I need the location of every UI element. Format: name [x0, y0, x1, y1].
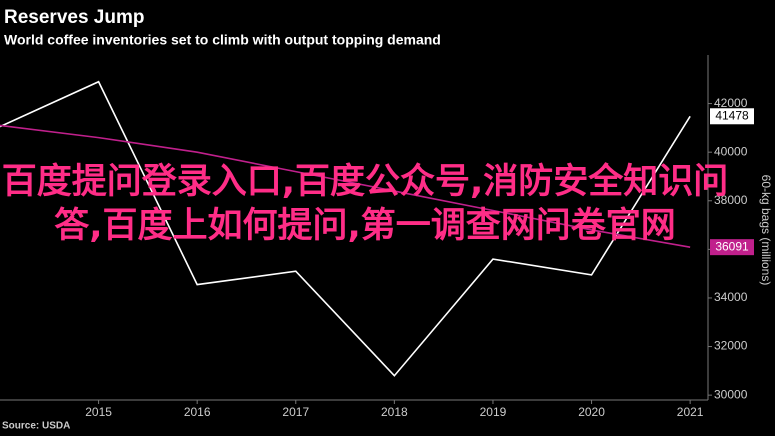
overlay-text: 百度提问登录入口,百度公众号,消防安全知识问答,百度上如何提问,第一调查网问卷官…: [1, 162, 729, 246]
y-tick-label: 42000: [714, 96, 748, 110]
y-axis-label: 60-kg bags (millions): [759, 175, 773, 286]
value-label-box: [710, 239, 754, 256]
y-tick-label: 34000: [714, 290, 748, 304]
y-tick-label: 30000: [714, 387, 748, 401]
x-tick-label: 2021: [677, 405, 704, 419]
value-label-box: [710, 108, 754, 125]
y-tick-label: 32000: [714, 339, 748, 353]
x-tick-label: 2020: [578, 405, 605, 419]
chart-title: Reserves Jump: [4, 7, 144, 28]
x-tick-label: 2015: [85, 405, 112, 419]
value-label: 36091: [715, 239, 749, 253]
y-tick-label: 38000: [714, 193, 748, 207]
series-line: [0, 80, 691, 377]
source: Source: USDA: [2, 421, 70, 432]
x-tick-label: 2019: [480, 405, 507, 419]
x-tick-label: 2016: [184, 405, 211, 419]
series-line: [0, 124, 691, 248]
value-label: 41478: [715, 108, 749, 122]
x-tick-label: 2018: [381, 405, 408, 419]
y-tick-label: 40000: [714, 144, 748, 158]
chart-subtitle: World coffee inventories set to climb wi…: [4, 32, 441, 48]
x-tick-label: 2017: [282, 405, 309, 419]
